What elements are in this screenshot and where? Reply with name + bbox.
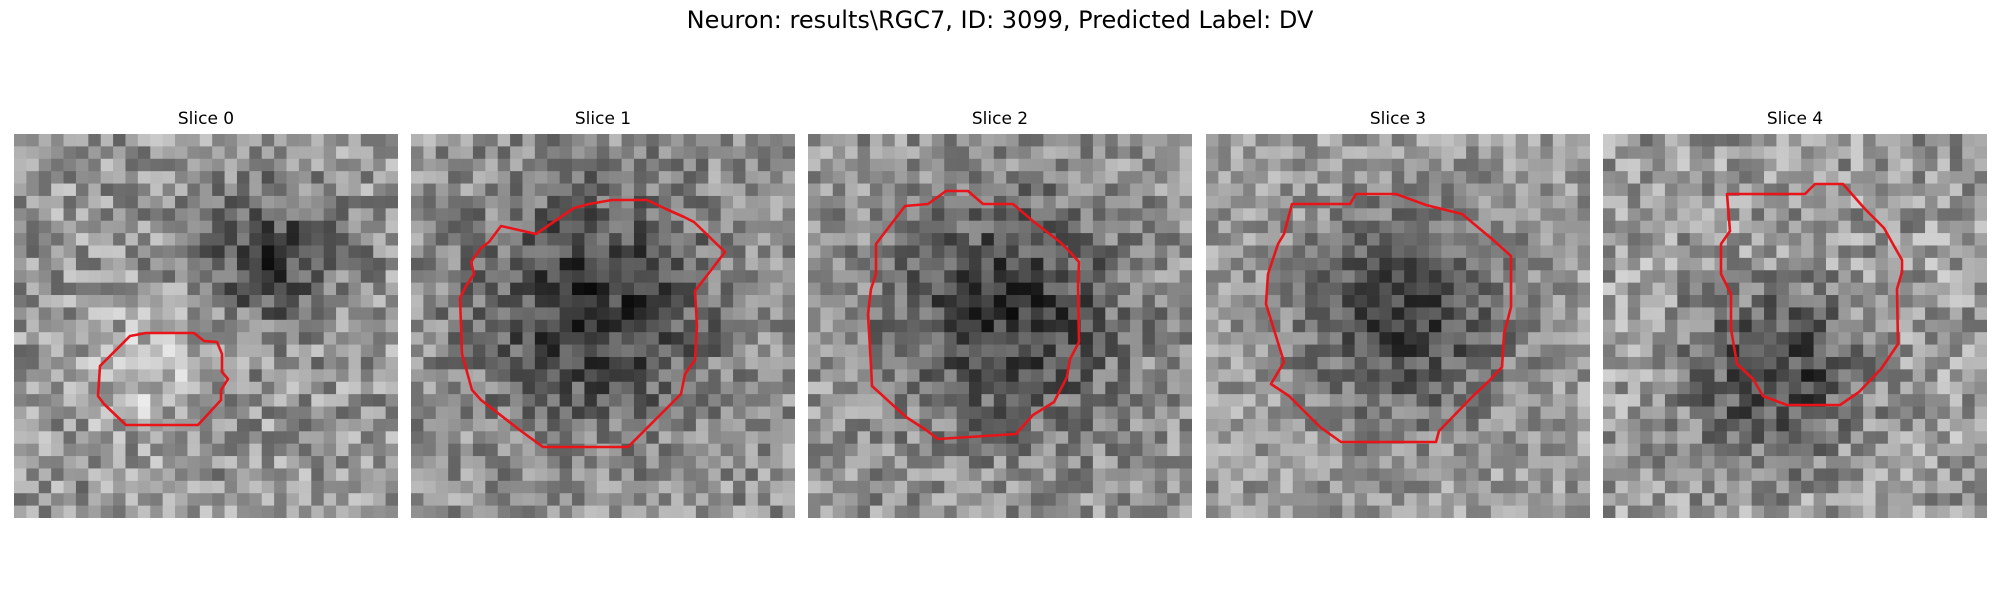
grayscale-pixel-grid <box>1603 134 1987 518</box>
slice-image <box>1603 134 1987 518</box>
slice-title: Slice 4 <box>1766 109 1824 129</box>
roi-contour <box>458 198 727 449</box>
grayscale-pixel-grid <box>1206 134 1590 518</box>
slice-panel-3: Slice 3 <box>1206 108 1590 518</box>
slice-panel-4: Slice 4 <box>1603 108 1987 518</box>
slice-panel-1: Slice 1 <box>411 108 795 518</box>
slice-image <box>14 134 398 518</box>
slice-image <box>1206 134 1590 518</box>
slice-title: Slice 3 <box>1369 109 1427 129</box>
slice-panel-2: Slice 2 <box>808 108 1192 518</box>
grayscale-pixel-grid <box>411 134 795 518</box>
roi-contour <box>1264 192 1513 444</box>
figure-title: Neuron: results\RGC7, ID: 3099, Predicte… <box>686 6 1314 34</box>
grayscale-pixel-grid <box>808 134 1192 518</box>
slice-image <box>411 134 795 518</box>
slice-title: Slice 0 <box>177 109 235 129</box>
slice-image <box>808 134 1192 518</box>
slice-title: Slice 2 <box>971 109 1029 129</box>
roi-contour <box>1719 182 1904 407</box>
slice-panel-0: Slice 0 <box>14 108 398 518</box>
roi-contour <box>866 189 1081 441</box>
slice-title: Slice 1 <box>574 109 632 129</box>
roi-contour <box>96 331 230 427</box>
grayscale-pixel-grid <box>14 134 398 518</box>
